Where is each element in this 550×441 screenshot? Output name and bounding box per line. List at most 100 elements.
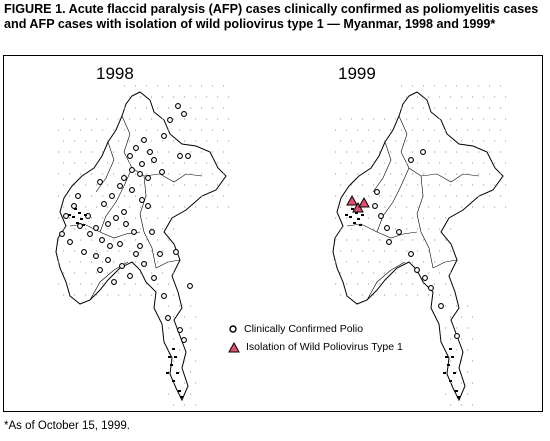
region-dot	[118, 228, 120, 230]
confirmed-case-marker	[181, 337, 187, 343]
region-dot	[63, 184, 65, 186]
region-dot	[434, 239, 436, 241]
region-dot	[74, 272, 76, 274]
confirmed-case-marker	[181, 111, 187, 117]
confirmed-case-marker	[97, 179, 103, 185]
confirmed-case-marker	[105, 221, 111, 227]
region-dot	[428, 96, 430, 98]
open-circle-icon	[229, 325, 237, 333]
region-dot	[212, 151, 214, 153]
legend-confirmed: Clinically Confirmed Polio	[228, 320, 403, 338]
region-dot	[118, 250, 120, 252]
region-dot	[428, 140, 430, 142]
region-dot	[335, 261, 337, 263]
region-dot	[423, 283, 425, 285]
region-dot	[434, 217, 436, 219]
region-dot	[390, 151, 392, 153]
region-dot	[190, 327, 192, 329]
region-dot	[406, 294, 408, 296]
region-dot	[390, 173, 392, 175]
confirmed-case-marker	[414, 267, 420, 273]
confirmed-case-marker	[149, 229, 155, 235]
region-dot	[74, 228, 76, 230]
region-dot	[351, 184, 353, 186]
region-dot	[362, 184, 364, 186]
region-dot	[124, 129, 126, 131]
region-dot	[146, 129, 148, 131]
confirmed-case-marker	[127, 153, 133, 159]
confirmed-cases-1998	[59, 103, 193, 343]
region-dot	[390, 283, 392, 285]
region-dot	[228, 118, 230, 120]
confirmed-case-marker	[81, 249, 87, 255]
region-dot	[373, 272, 375, 274]
region-dot	[195, 382, 197, 384]
confirmed-case-marker	[105, 257, 111, 263]
region-dot	[168, 239, 170, 241]
region-dot	[439, 250, 441, 252]
confirmed-case-marker	[454, 333, 460, 339]
region-dot	[456, 327, 458, 329]
region-dot	[113, 173, 115, 175]
region-dot	[190, 195, 192, 197]
region-dot	[434, 85, 436, 87]
region-dot	[201, 173, 203, 175]
region-dot	[74, 118, 76, 120]
region-dot	[368, 195, 370, 197]
region-dot	[379, 173, 381, 175]
region-dot	[467, 349, 469, 351]
region-dot	[124, 217, 126, 219]
confirmed-case-marker	[119, 263, 125, 269]
region-dot	[434, 261, 436, 263]
confirmed-case-marker	[386, 239, 392, 245]
region-dot	[461, 184, 463, 186]
region-dot	[412, 85, 414, 87]
region-dot	[384, 162, 386, 164]
region-dot	[445, 327, 447, 329]
region-dot	[505, 206, 507, 208]
region-dot	[212, 107, 214, 109]
region-dot	[379, 151, 381, 153]
region-dot	[58, 217, 60, 219]
region-dot	[201, 151, 203, 153]
region-dot	[58, 151, 60, 153]
region-dot	[107, 162, 109, 164]
region-dot	[168, 349, 170, 351]
region-dot	[461, 140, 463, 142]
region-dot	[135, 217, 137, 219]
region-dot	[201, 85, 203, 87]
coast-island	[457, 396, 460, 398]
coast-island	[172, 380, 175, 382]
region-dot	[423, 195, 425, 197]
confirmed-case-marker	[59, 231, 65, 237]
region-dot	[461, 206, 463, 208]
region-dot	[184, 162, 186, 164]
region-dot	[401, 283, 403, 285]
region-dot	[124, 261, 126, 263]
region-dot	[412, 129, 414, 131]
region-dot	[395, 250, 397, 252]
region-dot	[80, 173, 82, 175]
region-dot	[206, 162, 208, 164]
region-dot	[217, 184, 219, 186]
coast-island	[74, 208, 77, 210]
confirmed-case-marker	[71, 203, 77, 209]
region-dot	[412, 217, 414, 219]
confirmed-case-marker	[87, 231, 93, 237]
region-dot	[157, 239, 159, 241]
region-dot	[401, 195, 403, 197]
region-dot	[85, 228, 87, 230]
coast-islands-1999	[345, 208, 460, 398]
region-dot	[179, 305, 181, 307]
region-dot	[390, 195, 392, 197]
region-dot	[373, 140, 375, 142]
confirmed-case-marker	[161, 133, 167, 139]
region-dot	[217, 206, 219, 208]
region-dot	[428, 184, 430, 186]
region-dot	[395, 162, 397, 164]
region-dot	[401, 239, 403, 241]
region-dot	[395, 184, 397, 186]
region-dot	[494, 184, 496, 186]
region-dot	[195, 162, 197, 164]
region-dot	[102, 173, 104, 175]
